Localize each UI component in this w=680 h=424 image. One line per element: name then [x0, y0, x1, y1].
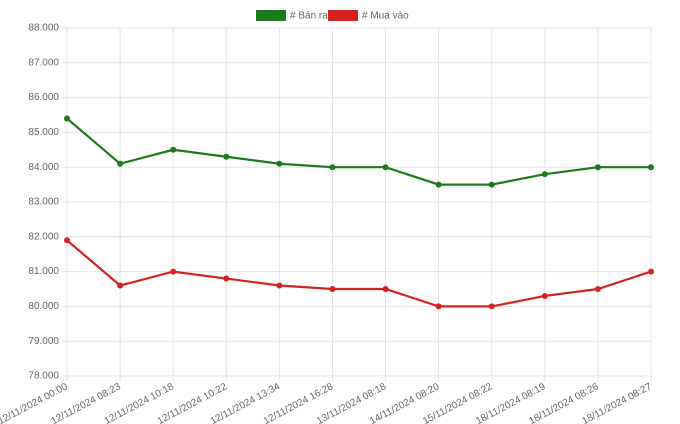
point — [488, 181, 495, 188]
y-tick-label: 87.000 — [28, 57, 59, 68]
y-tick-label: 84.000 — [28, 162, 59, 173]
point — [170, 268, 177, 275]
legend-label: # Bán ra — [290, 11, 328, 22]
y-tick-label: 79.000 — [28, 336, 59, 347]
point — [382, 164, 389, 171]
y-tick-label: 82.000 — [28, 231, 59, 242]
y-tick-label: 80.000 — [28, 301, 59, 312]
point — [276, 160, 283, 167]
series-line — [66, 239, 652, 308]
point — [223, 275, 230, 282]
point — [648, 268, 654, 275]
y-tick-label: 85.000 — [28, 127, 59, 138]
point — [329, 286, 336, 292]
point — [488, 303, 495, 310]
point — [64, 115, 70, 122]
point — [223, 153, 230, 160]
point — [276, 282, 283, 289]
point — [117, 282, 124, 289]
point — [329, 164, 336, 171]
point — [594, 286, 601, 292]
point — [541, 171, 548, 178]
legend-label: # Mua vào — [362, 11, 409, 22]
point — [594, 164, 601, 171]
point — [382, 286, 389, 292]
point — [117, 160, 124, 167]
point — [435, 303, 442, 310]
y-tick-label: 83.000 — [28, 197, 59, 208]
legend-swatch — [256, 10, 286, 21]
y-tick-label: 81.000 — [28, 266, 59, 277]
point — [64, 237, 70, 244]
point — [170, 146, 177, 153]
y-tick-label: 86.000 — [28, 92, 59, 103]
point — [648, 164, 654, 171]
y-tick-label: 78.000 — [28, 371, 59, 382]
point — [435, 181, 442, 188]
point — [541, 292, 548, 299]
y-tick-label: 88.000 — [28, 23, 59, 34]
series-line — [66, 117, 651, 186]
legend-swatch — [328, 10, 358, 21]
